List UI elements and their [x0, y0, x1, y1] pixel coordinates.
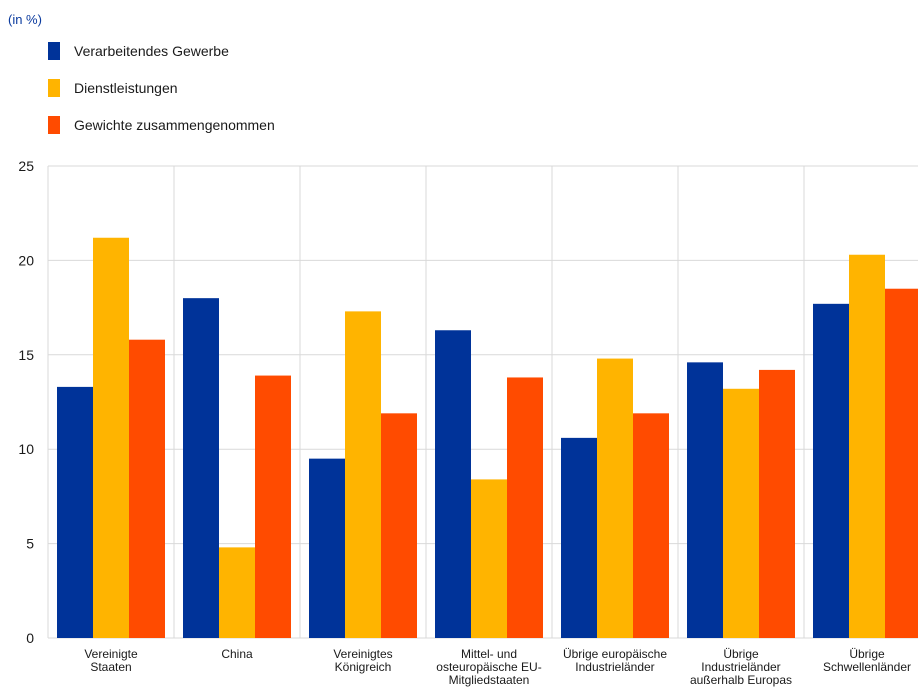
bar-1-2: [255, 375, 291, 638]
y-tick-label-0: 0: [26, 630, 34, 646]
legend-swatch-services: [48, 79, 60, 97]
x-category-label-4: Übrige europäische Industrieländer: [563, 647, 667, 674]
y-tick-label-20: 20: [18, 252, 34, 268]
bar-0-2: [129, 339, 165, 638]
legend-swatch-manufacturing: [48, 42, 60, 60]
legend-item-combined: Gewichte zusammengenommen: [48, 116, 275, 134]
bar-4-1: [597, 358, 633, 638]
x-category-label-5: Übrige Industrieländer außerhalb Europas: [690, 647, 792, 687]
legend-swatch-combined: [48, 116, 60, 134]
bar-6-1: [849, 254, 885, 638]
y-tick-label-15: 15: [18, 347, 34, 363]
x-category-label-2: Vereinigtes Königreich: [333, 647, 392, 674]
bar-1-0: [183, 298, 219, 638]
legend-item-manufacturing: Verarbeitendes Gewerbe: [48, 42, 275, 60]
bar-0-0: [57, 386, 93, 638]
legend-item-services: Dienstleistungen: [48, 79, 275, 97]
bar-2-2: [381, 413, 417, 638]
bar-2-1: [345, 311, 381, 638]
y-tick-label-5: 5: [26, 536, 34, 552]
legend-label-manufacturing: Verarbeitendes Gewerbe: [74, 43, 229, 59]
bar-5-0: [687, 362, 723, 638]
bar-0-1: [93, 237, 129, 638]
bar-5-2: [759, 369, 795, 638]
bar-4-2: [633, 413, 669, 638]
bar-4-0: [561, 437, 597, 638]
bar-3-2: [507, 377, 543, 638]
bar-5-1: [723, 388, 759, 638]
bar-3-0: [435, 330, 471, 638]
legend-label-services: Dienstleistungen: [74, 80, 178, 96]
x-category-label-6: Übrige Schwellenländer: [823, 647, 911, 674]
y-tick-label-10: 10: [18, 441, 34, 457]
bar-1-1: [219, 547, 255, 638]
bar-6-0: [813, 303, 849, 638]
x-category-label-3: Mittel- und osteuropäische EU-Mitgliedsta…: [436, 647, 541, 687]
bar-6-2: [885, 288, 918, 638]
unit-label: (in %): [8, 12, 42, 27]
x-category-label-1: China: [221, 647, 253, 661]
y-tick-label-25: 25: [18, 158, 34, 174]
bar-3-1: [471, 479, 507, 638]
bar-2-0: [309, 458, 345, 638]
x-category-label-0: Vereinigte Staaten: [84, 647, 138, 674]
chart-legend: Verarbeitendes Gewerbe Dienstleistungen …: [48, 42, 275, 153]
legend-label-combined: Gewichte zusammengenommen: [74, 117, 275, 133]
